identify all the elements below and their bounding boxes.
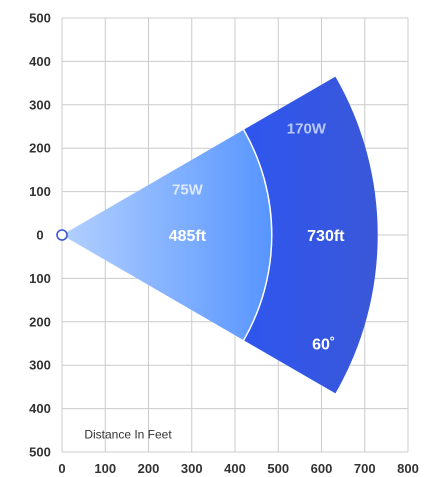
y-tick-label: 500: [29, 445, 51, 460]
beam-zones: [56, 76, 378, 394]
x-tick-label: 800: [397, 461, 419, 476]
y-tick-label: 500: [29, 11, 51, 26]
y-tick-label: 400: [29, 401, 51, 416]
y-axis-ticks: 500 400 300 200 100 0 100 200 300 400 500: [29, 11, 51, 460]
zone-75w-range-label: 485ft: [169, 228, 207, 245]
x-tick-label: 300: [181, 461, 203, 476]
zone-170w-wattage-label: 170W: [287, 121, 327, 138]
zone-75w-wattage-label: 75W: [172, 181, 204, 198]
x-tick-label: 700: [354, 461, 376, 476]
y-tick-label: 200: [29, 141, 51, 156]
y-tick-label: 300: [29, 97, 51, 112]
x-tick-label: 500: [267, 461, 289, 476]
zone-boundary-arc: [243, 129, 273, 341]
x-tick-label: 0: [58, 461, 65, 476]
x-tick-label: 400: [224, 461, 246, 476]
y-tick-label: 400: [29, 54, 51, 69]
x-axis-ticks: 0 100 200 300 400 500 600 700 800: [58, 461, 418, 476]
light-source-marker: [56, 229, 68, 241]
x-axis-title: Distance In Feet: [84, 428, 172, 442]
beam-zone-170w: [243, 76, 378, 394]
x-tick-label: 200: [138, 461, 160, 476]
y-tick-label: 0: [36, 228, 43, 243]
y-tick-label: 100: [29, 271, 51, 286]
beam-zone-75w: [62, 129, 272, 341]
x-tick-label: 100: [94, 461, 116, 476]
y-tick-label: 300: [29, 358, 51, 373]
beam-angle-label: 60˚: [312, 337, 335, 354]
x-tick-label: 600: [311, 461, 333, 476]
y-tick-label: 200: [29, 314, 51, 329]
y-tick-label: 100: [29, 184, 51, 199]
zone-170w-range-label: 730ft: [307, 228, 345, 245]
